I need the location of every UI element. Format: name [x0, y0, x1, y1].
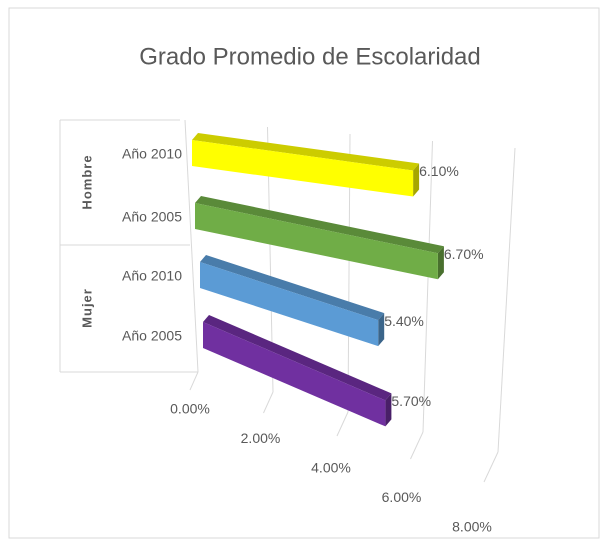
- x-tick-label: 2.00%: [241, 430, 281, 446]
- y-tick-label: Año 2010: [122, 146, 182, 162]
- tick-mark: [483, 451, 499, 483]
- bar: [203, 322, 386, 427]
- grid-line: [422, 140, 433, 433]
- value-label: 6.70%: [444, 246, 484, 262]
- bar: [195, 203, 438, 280]
- x-tick-label: 4.00%: [311, 460, 351, 476]
- value-label: 5.70%: [391, 393, 431, 409]
- bar-side: [378, 313, 385, 347]
- y-tick-label: Año 2005: [122, 328, 182, 344]
- tick-mark: [336, 411, 349, 437]
- x-tick-label: 6.00%: [382, 489, 422, 505]
- x-tick-label: 0.00%: [170, 401, 210, 417]
- group-label: Hombre: [79, 154, 94, 209]
- bar-top: [192, 133, 420, 171]
- bar-side: [385, 393, 392, 427]
- x-tick-label: 8.00%: [452, 519, 492, 535]
- value-label: 5.40%: [384, 313, 424, 329]
- grid-line: [497, 147, 516, 453]
- bar-top: [195, 196, 444, 254]
- tick-mark: [189, 371, 199, 391]
- bar: [192, 140, 414, 197]
- y-tick-label: Año 2005: [122, 209, 182, 225]
- value-label: 6.10%: [419, 163, 459, 179]
- tick-mark: [410, 431, 424, 460]
- bar-side: [437, 246, 444, 280]
- chart-title: Grado Promedio de Escolaridad: [139, 43, 481, 70]
- tick-mark: [263, 391, 274, 414]
- bar-top: [203, 315, 392, 401]
- chart-frame: [8, 7, 600, 539]
- bar-top: [200, 255, 385, 321]
- bar-side: [413, 163, 420, 197]
- y-tick-label: Año 2010: [122, 268, 182, 284]
- bar: [200, 262, 379, 347]
- grid-line: [184, 119, 199, 373]
- group-label: Mujer: [79, 288, 94, 328]
